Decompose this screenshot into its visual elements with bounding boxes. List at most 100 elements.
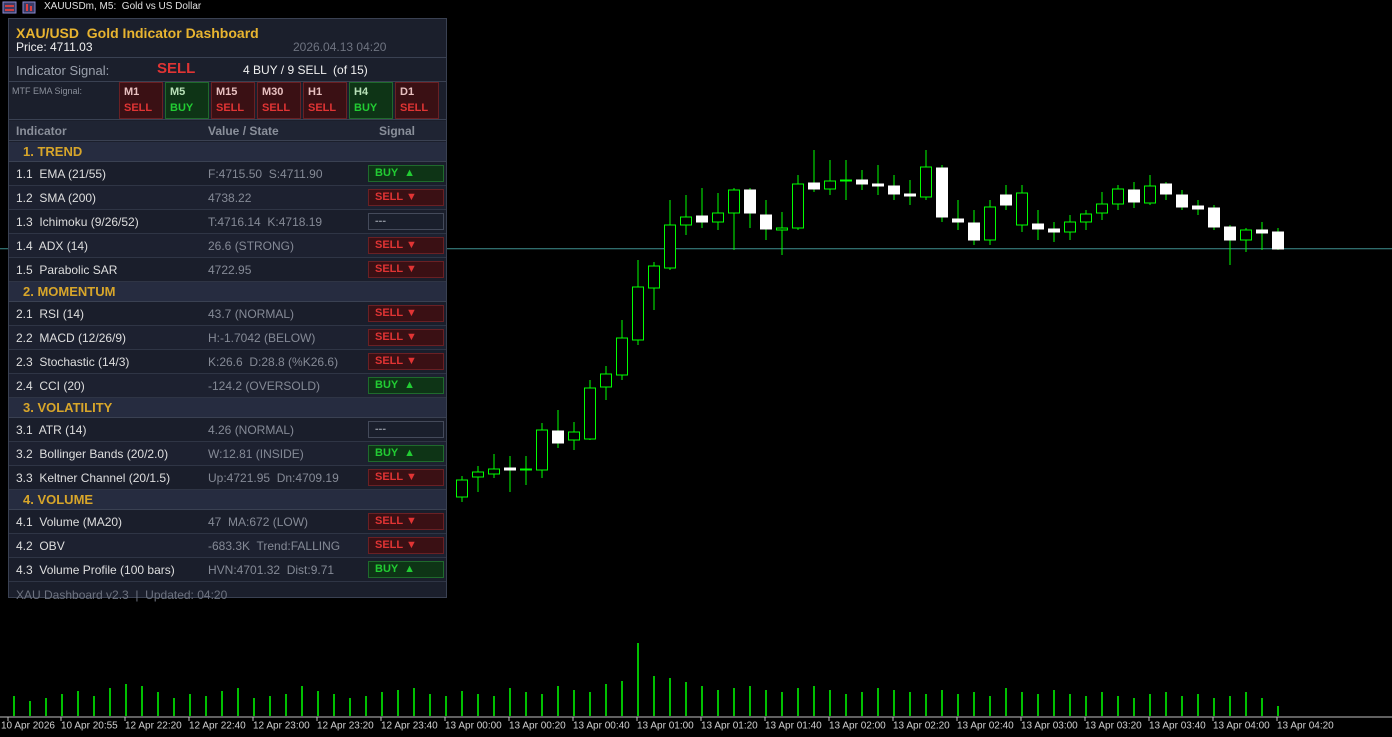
column-header: Indicator [16,124,67,138]
section-title: 4. VOLUME [23,492,94,507]
x-tick-label: 13 Apr 01:40 [765,721,822,732]
candle-body [984,206,996,241]
indicator-value: F:4715.50 S:4711.90 [208,167,323,181]
x-tick-label: 13 Apr 03:40 [1149,721,1206,732]
signal-badge: SELL ▼ [368,329,444,346]
candle-body [664,224,676,269]
signal-badge: BUY ▲ [368,165,444,182]
indicator-name: 4.1 Volume (MA20) [16,515,123,529]
indicator-name: 2.1 RSI (14) [16,307,85,321]
indicator-name: 2.4 CCI (20) [16,379,85,393]
signal-summary: 4 BUY / 9 SELL (of 15) [243,63,368,77]
footer: XAU Dashboard v2.3 | Updated: 04:20 [16,588,228,602]
candle-body [680,216,692,226]
mtf-cell: H1 SELL [303,82,347,119]
indicator-value: -683.3K Trend:FALLING [208,539,341,553]
x-tick-label: 13 Apr 02:00 [829,721,886,732]
candle-body [1016,192,1028,226]
candle-body [920,166,932,198]
mtf-signal: SELL [308,102,337,114]
signal-badge: BUY ▲ [368,445,444,462]
x-tick-label: 13 Apr 01:20 [701,721,758,732]
column-header: Signal [379,124,416,138]
signal-badge: SELL ▼ [368,537,444,554]
x-tick-label: 13 Apr 00:00 [445,721,502,732]
signal-badge: SELL ▼ [368,305,444,322]
dashboard-title: XAU/USD Gold Indicator Dashboard [16,25,259,41]
x-tick-label: 12 Apr 22:20 [125,721,182,732]
x-tick-label: 13 Apr 02:20 [893,721,950,732]
signal-badge: SELL ▼ [368,237,444,254]
indicator-value: K:26.6 D:28.8 (%K26.6) [208,355,339,369]
indicator-name: 2.3 Stochastic (14/3) [16,355,130,369]
overall-signal: SELL [157,60,196,77]
mtf-timeframe: H4 [354,86,369,98]
mtf-timeframe: H1 [308,86,323,98]
indicator-value: H:-1.7042 (BELOW) [208,331,316,345]
indicator-value: 4.26 (NORMAL) [208,423,295,437]
x-tick-label: 13 Apr 00:40 [573,721,630,732]
candle-body [1240,229,1252,241]
candle-body [952,218,964,223]
x-tick-label: 12 Apr 22:40 [189,721,246,732]
candle-body [1208,207,1220,228]
signal-badge: SELL ▼ [368,261,444,278]
candle-body [1160,183,1172,195]
candle-body [824,180,836,190]
mtf-cell: M1 SELL [119,82,163,119]
x-tick-label: 13 Apr 04:20 [1277,721,1334,732]
signal-badge: --- [368,213,444,230]
section-header [9,398,446,418]
mtf-timeframe: M30 [262,86,284,98]
signal-label: Indicator Signal: [16,63,110,78]
candle-body [472,471,484,478]
indicator-name: 2.2 MACD (12/26/9) [16,331,127,345]
mtf-box [9,81,446,120]
candle-body [936,167,948,218]
x-tick-label: 13 Apr 01:00 [637,721,694,732]
candle-body [1272,231,1284,250]
x-tick-label: 12 Apr 23:20 [317,721,374,732]
mtf-cell: M5 BUY [165,82,209,119]
indicator-name: 3.1 ATR (14) [16,423,87,437]
candle-body [904,193,916,197]
candle-body [872,183,884,187]
indicator-name: 4.3 Volume Profile (100 bars) [16,563,175,577]
x-tick-label: 13 Apr 00:20 [509,721,566,732]
candle-body [568,431,580,441]
candle-body [1064,221,1076,233]
x-tick-label: 12 Apr 23:40 [381,721,438,732]
x-tick-label: 12 Apr 23:00 [253,721,310,732]
mtf-signal: SELL [400,102,429,114]
header-box [9,19,446,58]
candle-body [1144,185,1156,204]
candle-body [1192,205,1204,210]
candle-body [808,182,820,190]
x-tick-label: 13 Apr 03:20 [1085,721,1142,732]
x-tick-label: 10 Apr 2026 [1,721,55,732]
candle-body [600,373,612,388]
candle-body [760,214,772,230]
window-icons[interactable] [2,0,42,15]
candle-body [776,227,788,231]
candle-body [728,189,740,214]
candle-body [1256,229,1268,234]
section-title: 2. MOMENTUM [23,284,116,299]
candle-body [968,222,980,241]
x-tick-label: 13 Apr 04:00 [1213,721,1270,732]
price-label: Price: 4711.03 [16,40,93,54]
mtf-signal: SELL [124,102,153,114]
candle-body [888,185,900,195]
candle-body [712,212,724,223]
mtf-timeframe: D1 [400,86,415,98]
candle-body [616,337,628,376]
indicator-name: 4.2 OBV [16,539,65,553]
candle-body [1032,223,1044,230]
indicator-value: -124.2 (OVERSOLD) [208,379,321,393]
indicator-name: 1.3 Ichimoku (9/26/52) [16,215,139,229]
candle-body [552,430,564,444]
signal-badge: SELL ▼ [368,469,444,486]
column-header-row [9,121,446,141]
